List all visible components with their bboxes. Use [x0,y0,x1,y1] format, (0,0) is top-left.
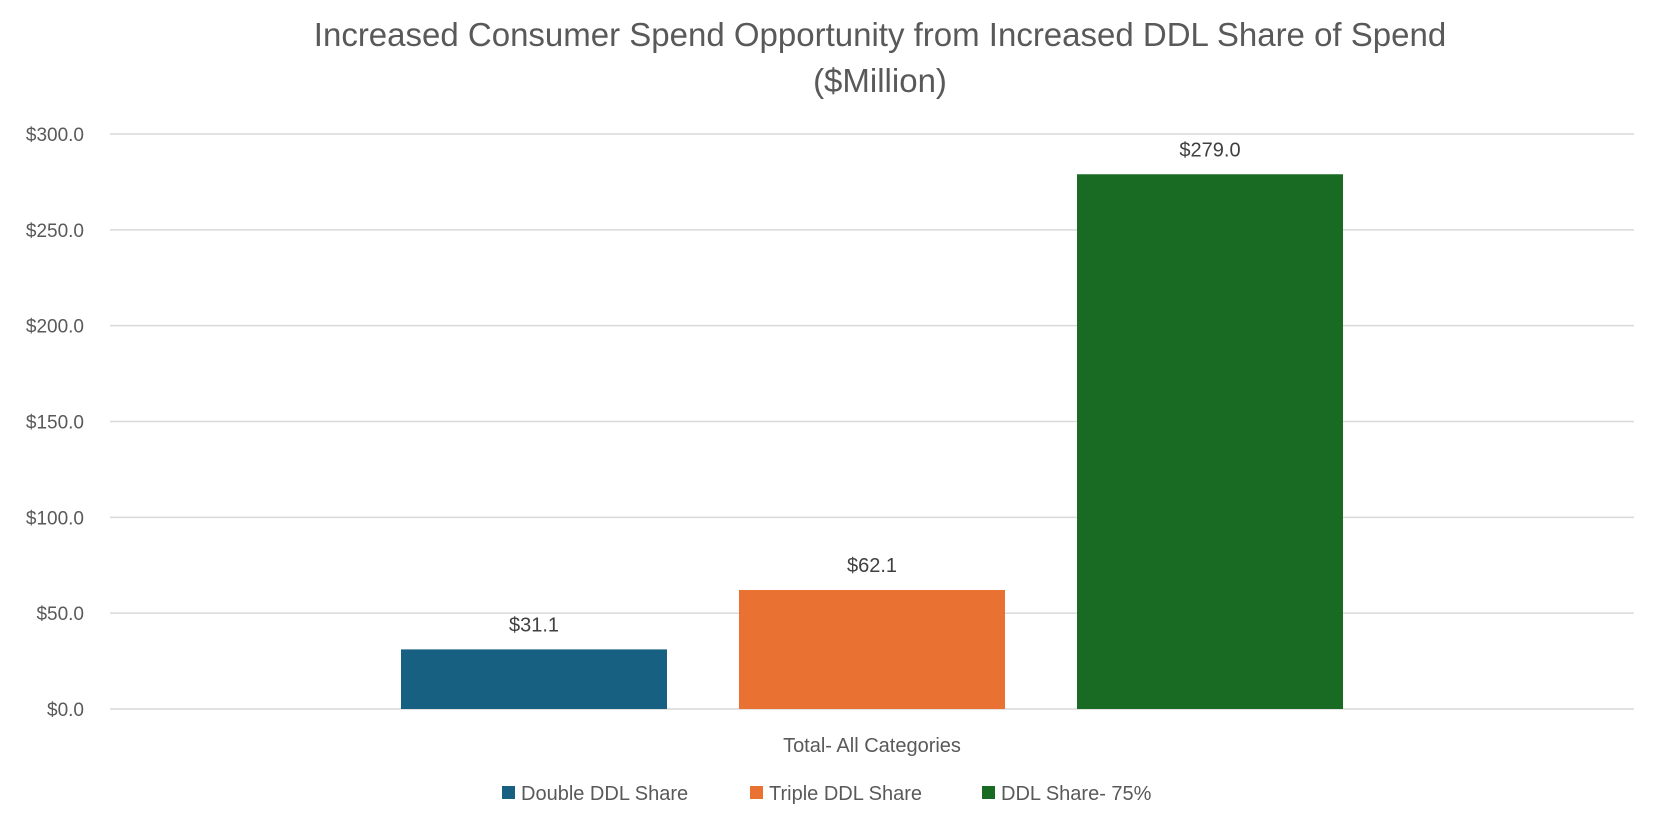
legend-swatch [750,786,763,799]
legend-item: Triple DDL Share [750,783,922,805]
bar-triple-ddl-share [739,589,1005,709]
legend-label: Triple DDL Share [769,783,922,805]
bar-ddl-share-75- [1077,174,1343,709]
y-axis-tick-labels: $0.0 $50.0 $100.0 $150.0 $200.0 $250.0 $300.0 [26,125,84,721]
data-label: $62.1 [847,555,897,577]
y-tick-label: $100.0 [26,508,84,529]
x-axis-category-label: Total- All Categories [783,735,961,757]
chart-title-line-1: Increased Consumer Spend Opportunity fro… [314,16,1446,53]
legend-label: DDL Share- 75% [1001,783,1152,805]
legend-label: Double DDL Share [521,783,688,805]
data-label: $279.0 [1179,139,1240,161]
data-labels: $31.1 $62.1 $279.0 [509,139,1241,636]
gridlines [110,133,1634,710]
y-tick-label: $50.0 [36,604,84,625]
legend-swatch [982,786,995,799]
y-tick-label: $150.0 [26,413,84,434]
y-tick-label: $0.0 [47,700,84,721]
legend: Double DDL Share Triple DDL Share DDL Shar… [502,783,1152,805]
y-tick-label: $300.0 [26,125,84,146]
legend-swatch [502,786,515,799]
chart-title-line-2: ($Million) [813,62,947,99]
y-tick-label: $200.0 [26,317,84,338]
y-tick-label: $250.0 [26,221,84,242]
bars [401,174,1343,709]
bar-double-ddl-share [401,649,667,709]
legend-item: DDL Share- 75% [982,783,1152,805]
legend-item: Double DDL Share [502,783,688,805]
data-label: $31.1 [509,614,559,636]
